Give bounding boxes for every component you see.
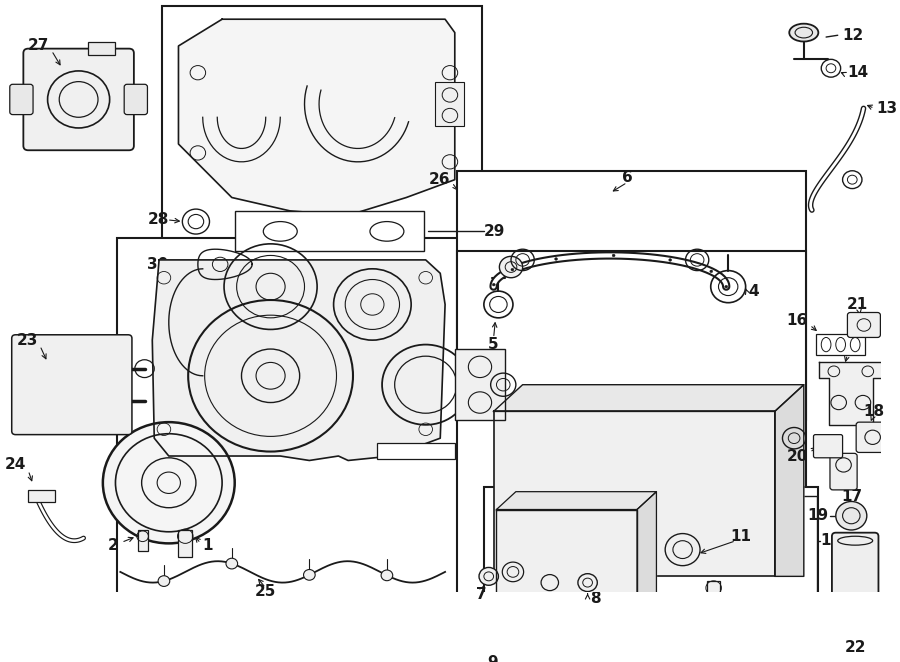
Circle shape (669, 259, 671, 261)
FancyBboxPatch shape (814, 435, 842, 458)
Bar (138, 530, 148, 551)
Polygon shape (637, 492, 656, 643)
Circle shape (502, 562, 524, 582)
Circle shape (710, 270, 713, 273)
Text: 9: 9 (487, 655, 498, 662)
Text: 4: 4 (749, 283, 760, 299)
Text: 3: 3 (304, 224, 315, 239)
Bar (88, 42, 115, 55)
Text: 26: 26 (428, 172, 450, 187)
Bar (456, 171, 806, 420)
Text: 27: 27 (28, 38, 50, 54)
Text: 30: 30 (147, 257, 167, 272)
Text: 10: 10 (820, 533, 842, 548)
Circle shape (836, 502, 867, 530)
Circle shape (158, 576, 170, 587)
Bar (484, 487, 818, 662)
Bar (816, 334, 865, 355)
Bar (377, 443, 454, 459)
Polygon shape (497, 510, 637, 643)
Text: 19: 19 (807, 508, 828, 523)
Bar (117, 238, 510, 616)
Ellipse shape (789, 24, 818, 42)
Text: 16: 16 (787, 313, 807, 328)
FancyBboxPatch shape (832, 533, 878, 638)
Circle shape (724, 285, 728, 288)
Circle shape (511, 268, 514, 271)
Bar (436, 81, 464, 126)
FancyBboxPatch shape (23, 48, 134, 150)
Text: 14: 14 (848, 65, 868, 80)
Circle shape (500, 256, 523, 278)
Text: 28: 28 (148, 213, 169, 227)
Bar (456, 251, 806, 598)
Text: 12: 12 (842, 28, 864, 43)
FancyBboxPatch shape (830, 453, 857, 490)
Text: 11: 11 (730, 529, 752, 544)
Text: 5: 5 (488, 337, 499, 352)
Circle shape (479, 567, 499, 585)
Bar (235, 211, 424, 251)
Bar (162, 6, 482, 282)
Circle shape (541, 575, 559, 591)
Circle shape (500, 643, 516, 657)
Circle shape (554, 258, 557, 260)
FancyBboxPatch shape (12, 335, 132, 435)
Text: 2: 2 (108, 538, 119, 553)
Text: 23: 23 (16, 332, 38, 348)
Text: 29: 29 (484, 224, 505, 239)
Text: 7: 7 (475, 587, 486, 602)
Bar (640, 496, 817, 662)
FancyBboxPatch shape (848, 312, 880, 338)
Circle shape (303, 569, 315, 580)
Polygon shape (775, 385, 804, 577)
Text: 17: 17 (842, 489, 863, 504)
Text: 8: 8 (590, 591, 601, 606)
Text: 21: 21 (847, 297, 868, 312)
Text: 22: 22 (844, 640, 866, 655)
Circle shape (381, 570, 392, 581)
FancyBboxPatch shape (10, 84, 33, 115)
Text: 18: 18 (863, 404, 884, 419)
Text: 13: 13 (877, 101, 897, 116)
Circle shape (103, 422, 235, 544)
FancyBboxPatch shape (124, 84, 148, 115)
Circle shape (492, 283, 495, 286)
Circle shape (226, 558, 238, 569)
Polygon shape (497, 492, 656, 510)
Circle shape (612, 254, 615, 257)
Bar (28, 490, 55, 502)
Text: 20: 20 (787, 449, 807, 463)
Polygon shape (819, 362, 882, 425)
Polygon shape (152, 260, 446, 461)
Circle shape (578, 574, 598, 592)
Text: 24: 24 (4, 457, 26, 473)
Text: 25: 25 (255, 584, 276, 599)
FancyBboxPatch shape (856, 422, 889, 452)
Bar (706, 581, 720, 630)
Bar (178, 530, 192, 557)
Bar (454, 349, 505, 420)
Polygon shape (493, 385, 804, 412)
Text: 6: 6 (622, 170, 633, 185)
Text: 15: 15 (837, 342, 858, 357)
Text: 1: 1 (202, 538, 213, 553)
Polygon shape (178, 19, 454, 215)
Polygon shape (493, 412, 775, 577)
